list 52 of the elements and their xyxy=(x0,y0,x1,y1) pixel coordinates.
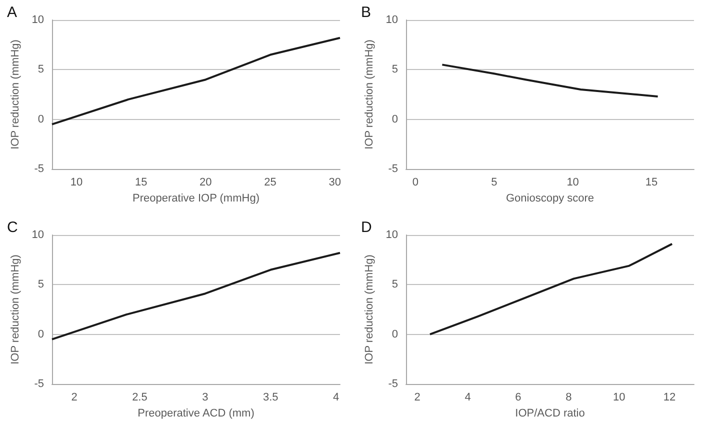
line-series xyxy=(51,36,341,126)
y-axis-title: IOP reduction (mmHg) xyxy=(9,254,22,364)
y-tick-label: 0 xyxy=(392,328,398,340)
x-tick-label: 15 xyxy=(134,176,148,188)
chart-title: B xyxy=(361,4,372,21)
x-tick-label: 3 xyxy=(202,392,208,404)
chart-title: D xyxy=(361,219,372,236)
y-axis-title: IOP reduction (mmHg) xyxy=(9,40,22,150)
y-tick-label: 5 xyxy=(392,64,398,76)
x-tick-label: 3.5 xyxy=(262,392,278,404)
line-series xyxy=(441,64,659,98)
x-tick-label: 2.5 xyxy=(132,392,148,404)
x-tick-label: 6 xyxy=(515,392,522,404)
x-axis-title: Preoperative IOP (mmHg) xyxy=(132,192,260,204)
x-tick-label: 2 xyxy=(414,392,420,404)
chart-title: A xyxy=(7,4,18,21)
y-tick-label: 10 xyxy=(32,229,44,241)
x-tick-label: 4 xyxy=(464,392,471,404)
x-tick-label: 15 xyxy=(645,176,658,188)
y-tick-label: 10 xyxy=(386,14,398,26)
x-tick-label: 8 xyxy=(566,392,572,404)
x-axis-title: Gonioscopy score xyxy=(506,192,594,204)
x-tick-label: 4 xyxy=(333,392,340,404)
y-tick-label: 0 xyxy=(38,113,44,126)
x-tick-label: 10 xyxy=(70,176,83,188)
x-tick-label: 2 xyxy=(71,392,78,404)
x-tick-label: 30 xyxy=(328,176,341,188)
y-tick-label: 5 xyxy=(38,278,44,291)
y-axis-title: IOP reduction (mmHg) xyxy=(363,40,376,150)
x-tick-label: 5 xyxy=(491,176,498,188)
y-tick-label: 5 xyxy=(38,64,44,76)
y-tick-label: -5 xyxy=(34,163,44,175)
y-tick-label: -5 xyxy=(388,378,398,390)
x-axis-title: Preoperative ACD (mm) xyxy=(138,408,254,420)
x-tick-label: 25 xyxy=(264,176,276,188)
line-series xyxy=(51,252,341,340)
x-tick-label: 12 xyxy=(663,392,676,404)
y-tick-label: 5 xyxy=(392,278,398,291)
x-axis-title: IOP/ACD ratio xyxy=(515,408,585,420)
y-tick-label: -5 xyxy=(388,163,398,175)
y-tick-label: 0 xyxy=(38,328,44,340)
x-tick-label: 10 xyxy=(612,392,626,404)
y-tick-label: 10 xyxy=(386,229,398,241)
x-tick-label: 10 xyxy=(566,176,579,188)
y-axis-title: IOP reduction (mmHg) xyxy=(363,254,376,364)
y-tick-label: 10 xyxy=(32,14,44,26)
y-tick-label: 0 xyxy=(392,113,398,126)
y-tick-label: -5 xyxy=(34,378,44,390)
line-series xyxy=(428,242,674,336)
x-tick-label: 0 xyxy=(412,176,419,188)
x-tick-label: 20 xyxy=(200,176,212,188)
chart-title: C xyxy=(7,219,18,236)
